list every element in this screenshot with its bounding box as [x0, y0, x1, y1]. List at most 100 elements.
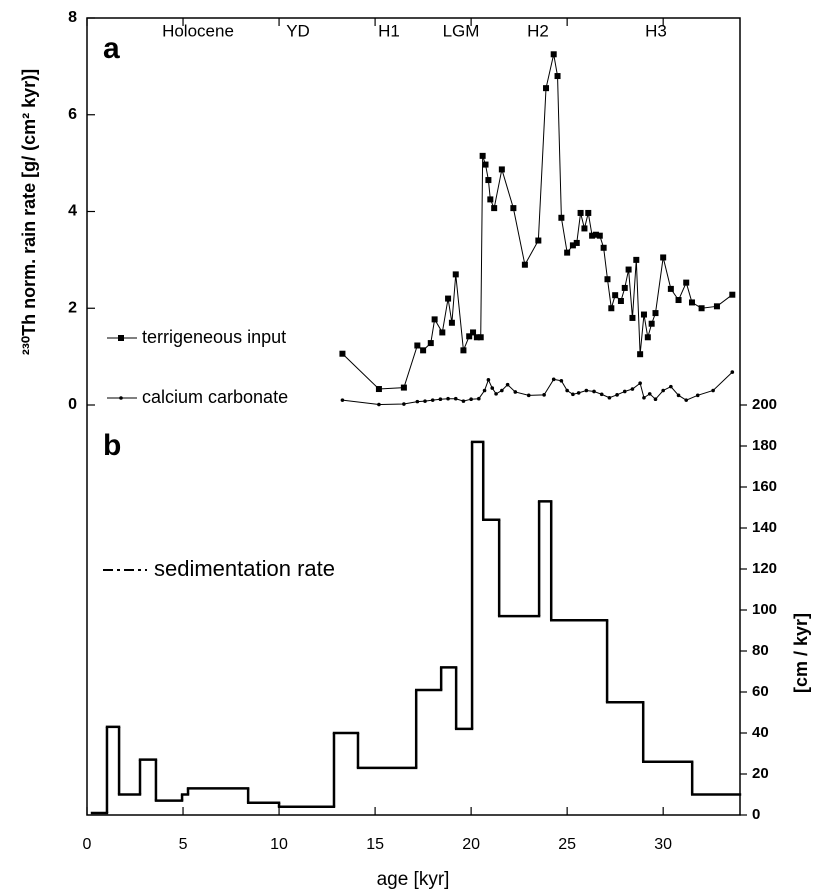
- marker: [427, 340, 434, 347]
- legend-marker: [118, 335, 124, 341]
- marker: [479, 152, 486, 159]
- marker: [576, 391, 581, 395]
- marker: [500, 388, 504, 393]
- marker: [667, 285, 674, 292]
- marker: [599, 392, 604, 397]
- marker: [402, 402, 406, 406]
- marker: [688, 299, 695, 306]
- series-line: [342, 54, 733, 390]
- marker: [377, 402, 381, 407]
- marker: [573, 239, 580, 246]
- marker: [559, 379, 564, 383]
- legend-label: calcium carbonate: [142, 387, 288, 407]
- x-axis-label: age [kyr]: [377, 869, 450, 890]
- marker: [621, 284, 628, 291]
- marker: [589, 232, 596, 239]
- marker: [604, 276, 611, 283]
- marker: [430, 398, 435, 402]
- marker: [675, 297, 682, 304]
- marker: [438, 397, 443, 401]
- period-label: H3: [645, 21, 667, 40]
- marker: [640, 311, 647, 318]
- y2-tick-label: 60: [752, 683, 769, 700]
- marker: [510, 205, 517, 212]
- marker: [617, 297, 624, 304]
- marker: [494, 392, 498, 396]
- period-label: H2: [527, 21, 549, 40]
- x-tick-label: 30: [654, 836, 672, 853]
- legend-label: sedimentation rate: [154, 556, 335, 581]
- marker: [477, 334, 484, 341]
- marker: [414, 342, 421, 349]
- marker: [445, 295, 452, 302]
- y2-tick-label: 0: [752, 806, 760, 823]
- y2-tick-label: 100: [752, 601, 777, 618]
- marker: [564, 249, 571, 256]
- x-tick-label: 10: [270, 836, 288, 853]
- marker: [596, 232, 603, 239]
- marker: [486, 378, 491, 382]
- y2-tick-label: 40: [752, 724, 769, 741]
- y-tick-label: 0: [68, 396, 77, 413]
- y2-tick-label: 140: [752, 519, 777, 536]
- marker: [339, 350, 346, 357]
- panel-label: a: [103, 32, 120, 65]
- marker: [669, 384, 673, 389]
- marker: [569, 242, 576, 249]
- x-tick-label: 25: [558, 836, 576, 853]
- marker: [592, 389, 596, 394]
- marker: [431, 316, 438, 323]
- marker: [453, 396, 458, 401]
- y2-tick-label: 200: [752, 396, 777, 413]
- marker: [375, 386, 382, 393]
- marker: [630, 387, 635, 391]
- marker: [423, 399, 427, 403]
- marker: [550, 51, 557, 58]
- marker: [644, 334, 651, 341]
- y-tick-label: 4: [68, 203, 77, 220]
- marker: [698, 305, 705, 312]
- y2-tick-label: 160: [752, 478, 777, 495]
- marker: [661, 388, 665, 393]
- marker: [584, 388, 589, 393]
- marker: [551, 377, 556, 382]
- marker: [638, 381, 642, 386]
- marker: [730, 370, 735, 374]
- marker: [490, 386, 495, 390]
- marker: [713, 303, 720, 310]
- marker: [461, 399, 466, 403]
- marker: [711, 388, 715, 393]
- marker: [340, 398, 345, 402]
- marker: [535, 237, 542, 244]
- marker: [482, 161, 489, 168]
- marker: [460, 347, 467, 354]
- marker: [676, 393, 681, 398]
- marker: [477, 396, 481, 401]
- marker: [542, 393, 546, 397]
- y2-tick-label: 180: [752, 437, 777, 454]
- period-label: YD: [286, 21, 310, 40]
- marker: [652, 310, 659, 317]
- marker: [505, 382, 510, 387]
- marker: [612, 292, 619, 299]
- x-tick-label: 0: [83, 836, 92, 853]
- marker: [498, 166, 505, 173]
- marker: [695, 393, 700, 398]
- marker: [466, 333, 473, 340]
- plot-frame: [86, 17, 741, 816]
- marker: [683, 279, 690, 286]
- marker: [608, 305, 615, 312]
- legend-marker: [119, 396, 123, 400]
- marker: [558, 214, 565, 221]
- y2-tick-label: 120: [752, 560, 777, 577]
- marker: [592, 231, 599, 238]
- marker: [565, 388, 569, 393]
- marker: [729, 291, 736, 298]
- marker: [615, 393, 619, 397]
- x-tick-label: 20: [462, 836, 480, 853]
- y2-axis-label: [cm / kyr]: [791, 613, 811, 693]
- marker: [491, 205, 498, 212]
- marker: [581, 225, 588, 232]
- marker: [448, 319, 455, 326]
